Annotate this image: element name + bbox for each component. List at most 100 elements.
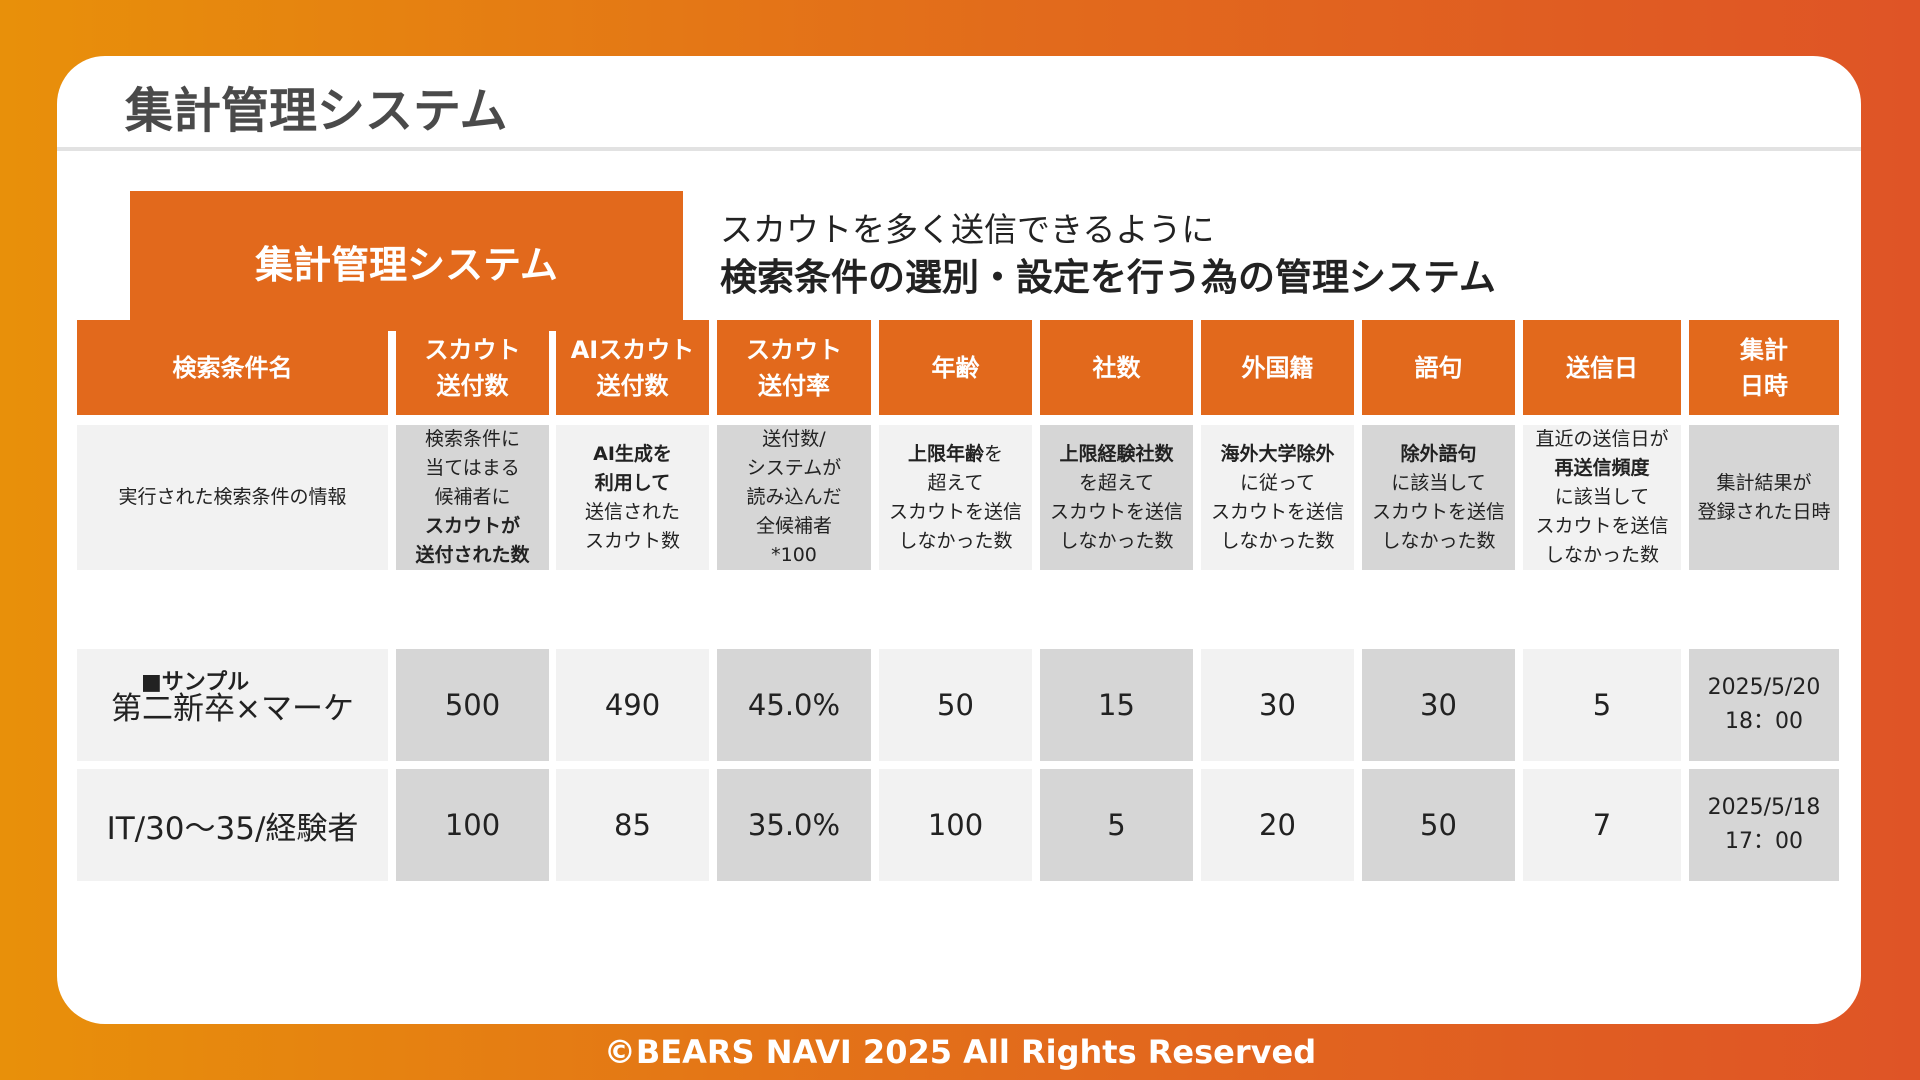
table-header-4: 年齢 <box>879 320 1032 415</box>
description-line: に該当して <box>1391 471 1486 494</box>
table-cell: 15 <box>1040 649 1193 761</box>
description-line: 集計結果が <box>1716 471 1812 494</box>
hero-line-1: スカウトを多く送信できるように <box>720 210 1215 249</box>
table-header-line: AIスカウト <box>570 335 695 364</box>
table-cell: 7 <box>1523 769 1681 881</box>
description-line: 実行された検索条件の情報 <box>118 486 347 508</box>
table-cell: 5 <box>1523 649 1681 761</box>
table-header-0: 検索条件名 <box>77 320 388 415</box>
table-header-5: 社数 <box>1040 320 1193 415</box>
table-description-9: 集計結果が登録された日時 <box>1689 425 1839 570</box>
description-line: を超えて <box>1078 471 1155 494</box>
description-line: 上限経験社数 <box>1059 442 1174 465</box>
table-cell: 35.0% <box>717 769 871 881</box>
description-line: に従って <box>1239 471 1316 494</box>
description-line: *100 <box>771 544 817 566</box>
datetime-line: 2025/5/18 <box>1707 795 1821 820</box>
description-line: 送付数/ <box>762 428 826 450</box>
table-row-name: IT/30〜35/経験者 <box>77 769 388 881</box>
table-cell: 30 <box>1362 649 1515 761</box>
hero-label-box: 集計管理システム <box>130 191 683 331</box>
description-line: スカウトを送信 <box>1371 500 1505 523</box>
table-cell: 490 <box>556 649 709 761</box>
cell-value: 500 <box>444 688 501 722</box>
hero-line-2: 検索条件の選別・設定を行う為の管理システム <box>720 256 1496 299</box>
description-line: AI生成を <box>593 442 672 465</box>
description-line: 除外語句 <box>1400 442 1477 465</box>
description-line: スカウトを送信 <box>888 500 1022 523</box>
title-divider <box>57 147 1861 151</box>
slide-card: 集計管理システム 集計管理システム スカウトを多く送信できるように 検索条件の選… <box>57 56 1861 1024</box>
table-header-line: 検索条件名 <box>172 353 293 382</box>
hero-description: スカウトを多く送信できるように 検索条件の選別・設定を行う為の管理システム <box>720 208 1496 304</box>
table-cell: 2025/5/18 17：00 <box>1689 769 1839 881</box>
datetime-line: 2025/5/20 <box>1707 675 1821 700</box>
description-line: しなかった数 <box>898 529 1013 552</box>
cell-value: 50 <box>937 688 974 722</box>
description-line: スカウトが <box>424 515 520 537</box>
table-description-6: 海外大学除外 に従って スカウトを送信 しなかった数 <box>1201 425 1354 570</box>
table-cell: 85 <box>556 769 709 881</box>
description-line: 海外大学除外 <box>1220 442 1335 465</box>
description-line: 再送信頻度 <box>1554 457 1650 479</box>
description-line: 当てはまる <box>425 457 520 479</box>
description-line: 読み込んだ <box>746 486 842 508</box>
cell-value: 5 <box>1107 808 1126 842</box>
table-header-8: 送信日 <box>1523 320 1681 415</box>
cell-value: 7 <box>1592 808 1612 842</box>
table-header-line: 送付率 <box>758 371 830 400</box>
copyright-footer: ©BEARS NAVI 2025 All Rights Reserved <box>603 1033 1317 1071</box>
description-line: 全候補者 <box>755 515 832 537</box>
datetime-line: 17：00 <box>1725 829 1803 854</box>
table-header-line: スカウト <box>746 335 842 364</box>
table-description-7: 除外語句 に該当して スカウトを送信 しなかった数 <box>1362 425 1515 570</box>
cell-value: 30 <box>1259 688 1296 722</box>
cell-value: 35.0% <box>747 808 841 842</box>
table-header-2: AIスカウト 送付数 <box>556 320 709 415</box>
sample-label: ■サンプル <box>141 670 250 695</box>
description-line: 超えて <box>927 471 984 494</box>
table-header-1: スカウト 送付数 <box>396 320 549 415</box>
table-header-3: スカウト 送付率 <box>717 320 871 415</box>
description-line: 登録された日時 <box>1697 500 1831 523</box>
table-description-0: 実行された検索条件の情報 <box>77 425 388 570</box>
cell-value: 85 <box>614 808 651 842</box>
description-line: に該当して <box>1554 486 1650 508</box>
description-line: 検索条件に <box>424 428 520 450</box>
datetime-line: 18：00 <box>1725 709 1803 734</box>
table-description-4: 上限年齢を 超えて スカウトを送信 しなかった数 <box>879 425 1032 570</box>
description-line: 直近の送信日が <box>1535 428 1669 450</box>
table-cell: 30 <box>1201 649 1354 761</box>
table-cell: 500 <box>396 649 549 761</box>
cell-value: 15 <box>1098 688 1135 722</box>
cell-value: 30 <box>1420 688 1457 722</box>
cell-value: 20 <box>1259 808 1296 842</box>
table-header-line: 語句 <box>1414 353 1463 382</box>
table-description-1: 検索条件に 当てはまる 候補者に スカウトが 送付された数 <box>396 425 549 570</box>
description-line: スカウト数 <box>584 529 680 552</box>
table-cell: 20 <box>1201 769 1354 881</box>
table-header-9: 集計 日時 <box>1689 320 1839 415</box>
table-row-name: 第二新卒×マーケ <box>77 649 388 761</box>
page-title: 集計管理システム <box>125 83 508 139</box>
table-cell: 45.0% <box>717 649 871 761</box>
description-line: スカウトを送信 <box>1535 515 1669 537</box>
table-cell: 100 <box>396 769 549 881</box>
table-header-7: 語句 <box>1362 320 1515 415</box>
table-header-line: 集計 <box>1740 335 1788 364</box>
table-header-line: スカウト <box>424 335 521 364</box>
cell-value: 45.0% <box>747 688 841 722</box>
table-header-line: 送付数 <box>436 371 509 400</box>
table-header-line: 日時 <box>1740 371 1788 400</box>
table-description-2: AI生成を 利用して 送信された スカウト数 <box>556 425 709 570</box>
description-line: システムが <box>746 457 842 479</box>
table-header-line: 送信日 <box>1566 353 1638 382</box>
description-line: しなかった数 <box>1544 544 1659 566</box>
table-cell: 100 <box>879 769 1032 881</box>
cell-value: 5 <box>1592 688 1612 722</box>
table-description-5: 上限経験社数 を超えて スカウトを送信 しなかった数 <box>1040 425 1193 570</box>
cell-value: IT/30〜35/経験者 <box>106 810 359 847</box>
table-header-line: 送付数 <box>596 371 669 400</box>
description-line: 候補者に <box>434 486 511 508</box>
description-line: しなかった数 <box>1059 529 1174 552</box>
